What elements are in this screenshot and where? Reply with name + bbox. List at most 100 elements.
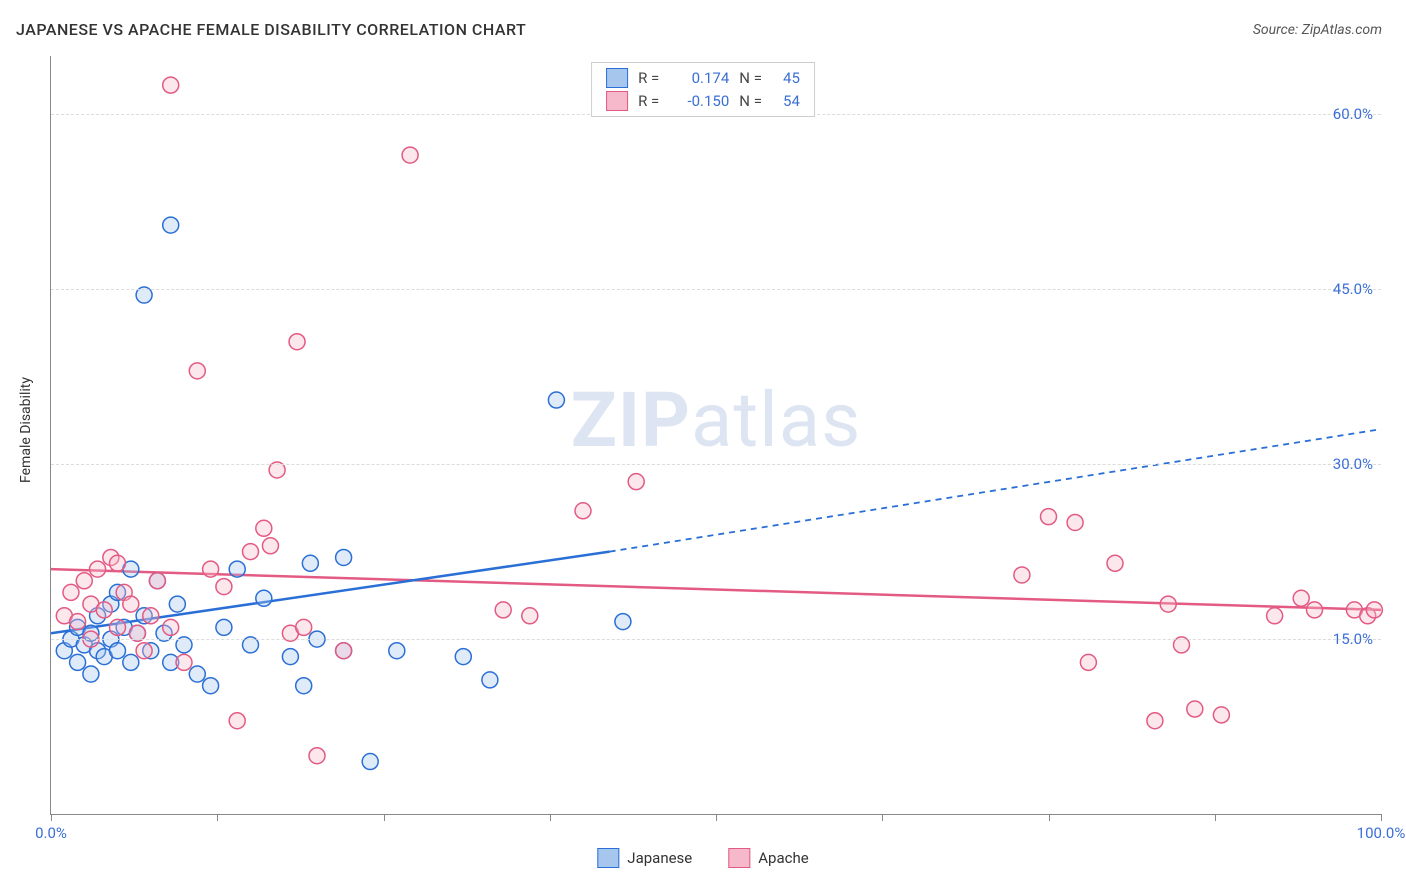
stat-r-label: R = xyxy=(638,90,659,113)
scatter-point xyxy=(522,608,538,624)
scatter-point xyxy=(402,147,418,163)
scatter-point xyxy=(90,561,106,577)
scatter-point xyxy=(1293,590,1309,606)
scatter-point xyxy=(216,619,232,635)
trend-line-dashed xyxy=(610,429,1381,551)
stat-r-value: -0.150 xyxy=(669,90,729,113)
stat-n-value: 54 xyxy=(772,90,800,113)
scatter-point xyxy=(96,602,112,618)
x-tick-label: 100.0% xyxy=(1357,824,1406,842)
scatter-point xyxy=(1307,602,1323,618)
scatter-point xyxy=(110,555,126,571)
x-tick-label: 0.0% xyxy=(35,824,67,842)
stat-row: R =0.174N =45 xyxy=(606,67,800,90)
gridline-h xyxy=(51,639,1381,640)
legend-item: Japanese xyxy=(597,848,692,868)
chart-title: JAPANESE VS APACHE FEMALE DISABILITY COR… xyxy=(16,20,526,39)
scatter-point xyxy=(262,538,278,554)
y-tick-label: 15.0% xyxy=(1333,630,1373,648)
legend-swatch xyxy=(597,848,619,868)
x-tick xyxy=(1049,814,1050,821)
stat-r-label: R = xyxy=(638,67,659,90)
scatter-point xyxy=(1014,567,1030,583)
scatter-point xyxy=(229,561,245,577)
scatter-point xyxy=(1213,707,1229,723)
stat-row: R = -0.150 N = 54 xyxy=(606,90,800,113)
scatter-point xyxy=(482,672,498,688)
scatter-point xyxy=(615,614,631,630)
scatter-point xyxy=(123,654,139,670)
legend-label: Apache xyxy=(758,849,808,867)
source-attribution: Source: ZipAtlas.com xyxy=(1253,22,1382,38)
scatter-point xyxy=(169,596,185,612)
legend-bottom: Japanese Apache xyxy=(597,848,808,868)
x-tick xyxy=(1381,814,1382,821)
scatter-point xyxy=(163,217,179,233)
scatter-point xyxy=(189,666,205,682)
scatter-point xyxy=(189,363,205,379)
scatter-point xyxy=(1067,514,1083,530)
scatter-point xyxy=(63,584,79,600)
scatter-point xyxy=(256,520,272,536)
legend-swatch xyxy=(606,68,628,88)
scatter-point xyxy=(143,608,159,624)
correlation-stat-box: R = 0.174 N = 45R = -0.150 N = 54 xyxy=(591,62,815,117)
scatter-point xyxy=(282,649,298,665)
scatter-point xyxy=(1160,596,1176,612)
scatter-point xyxy=(548,392,564,408)
scatter-point xyxy=(1187,701,1203,717)
scatter-point xyxy=(628,474,644,490)
x-tick xyxy=(384,814,385,821)
scatter-point xyxy=(243,544,259,560)
y-tick-label: 45.0% xyxy=(1333,280,1373,298)
scatter-point xyxy=(203,678,219,694)
scatter-point xyxy=(70,654,86,670)
scatter-point xyxy=(389,643,405,659)
scatter-point xyxy=(1366,602,1382,618)
scatter-point xyxy=(309,748,325,764)
scatter-point xyxy=(1080,654,1096,670)
stat-n-value: 45 xyxy=(772,67,800,90)
legend-swatch xyxy=(728,848,750,868)
scatter-point xyxy=(136,643,152,659)
scatter-point xyxy=(296,619,312,635)
scatter-point xyxy=(455,649,471,665)
scatter-point xyxy=(83,666,99,682)
scatter-point xyxy=(123,596,139,612)
plot-area: ZIPatlas 15.0%30.0%45.0%60.0%0.0%100.0% xyxy=(50,56,1381,815)
scatter-svg xyxy=(51,56,1381,814)
scatter-point xyxy=(336,643,352,659)
scatter-point xyxy=(70,614,86,630)
scatter-point xyxy=(289,334,305,350)
x-tick xyxy=(882,814,883,821)
stat-n-label: N = xyxy=(739,90,762,113)
legend-item: Apache xyxy=(728,848,808,868)
scatter-point xyxy=(256,590,272,606)
scatter-point xyxy=(296,678,312,694)
scatter-point xyxy=(336,549,352,565)
scatter-point xyxy=(76,573,92,589)
scatter-point xyxy=(1107,555,1123,571)
scatter-point xyxy=(1147,713,1163,729)
scatter-point xyxy=(495,602,511,618)
scatter-point xyxy=(229,713,245,729)
y-tick-label: 30.0% xyxy=(1333,455,1373,473)
x-tick xyxy=(217,814,218,821)
stat-r-value: 0.174 xyxy=(669,67,729,90)
scatter-point xyxy=(203,561,219,577)
x-tick xyxy=(1215,814,1216,821)
scatter-point xyxy=(216,579,232,595)
scatter-point xyxy=(163,619,179,635)
y-tick-label: 60.0% xyxy=(1333,105,1373,123)
y-axis-title: Female Disability xyxy=(18,377,34,483)
legend-label: Japanese xyxy=(627,849,692,867)
scatter-point xyxy=(575,503,591,519)
x-tick xyxy=(51,814,52,821)
scatter-point xyxy=(302,555,318,571)
legend-swatch xyxy=(606,91,628,111)
scatter-point xyxy=(110,643,126,659)
scatter-point xyxy=(176,654,192,670)
chart-container: JAPANESE VS APACHE FEMALE DISABILITY COR… xyxy=(0,0,1406,892)
gridline-h xyxy=(51,464,1381,465)
gridline-h xyxy=(51,289,1381,290)
